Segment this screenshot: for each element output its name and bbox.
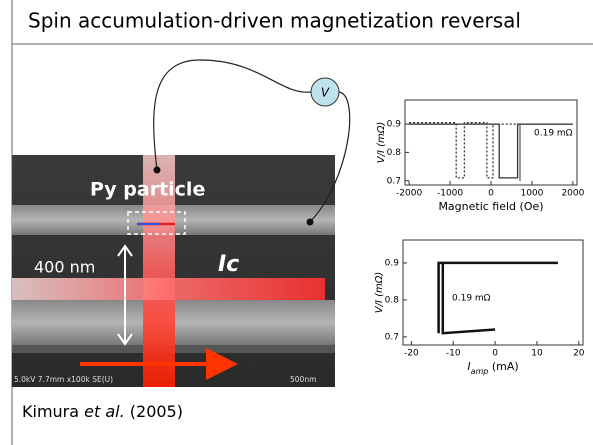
particle-label: Py particle [90,179,205,201]
caption-part: Kimura [22,402,84,421]
x-tick-label: -20 [404,349,419,359]
x-tick-label: -2000 [396,189,422,199]
plot: 0.7 0.8 0.9 -20 -10 0 10 20 Iamp (mA) V/I (mΩ) 0.1… [374,240,585,376]
y-tick-label: 0.8 [387,148,402,158]
x-tick-label: -10 [446,349,461,359]
slide-title: Spin accumulation-driven magnetization r… [28,9,521,33]
y-axis-label: V/I (mΩ) [376,122,387,164]
gap-label: 400 nm [34,258,95,277]
contact-dot [154,167,161,174]
caption-part: (2005) [125,402,183,421]
contact-dot [307,219,314,226]
x-tick-label: 2000 [561,189,584,199]
annotation: 0.19 mΩ [452,294,491,304]
x-axis-label-part: Magnetic field (Oe) [438,200,543,213]
x-tick-label: 10 [531,349,543,359]
x-tick-label: 1000 [520,189,543,199]
y-tick-label: 0.8 [385,295,400,305]
current-band [12,278,325,300]
x-axis-label: Iamp (mA) [467,360,518,376]
y-tick-label: 0.9 [387,120,402,130]
y-tick-label: 0.9 [385,258,400,268]
x-tick-label: -1000 [437,189,463,199]
slide: Spin accumulation-driven magnetization r… [0,0,593,445]
x-tick-label: 20 [573,349,585,359]
sem-scale: 500nm [290,375,316,384]
plot: 0.7 0.8 0.9 -2000 -1000 0 1000 2000 Magnetic fie… [376,100,585,213]
sem-info: 5.0kV 7.7mm x100k SE(U) [14,375,113,384]
caption: Kimura et al. (2005) [22,402,183,421]
x-axis-label-part: amp [471,367,489,376]
x-tick-label: 0 [492,349,498,359]
sem-image: Py particle 400 nm Ic 5.0kV 7.7mm x100k … [12,155,335,387]
x-axis-label: Magnetic field (Oe) [438,200,543,213]
y-tick-label: 0.7 [387,176,401,186]
voltmeter-label: V [321,86,330,100]
x-axis-label-part: (mA) [488,360,518,373]
caption-part: et al. [84,402,125,421]
current-label: Ic [218,252,239,277]
y-axis-label: V/I (mΩ) [374,272,385,314]
annotation: 0.19 mΩ [534,129,573,139]
y-tick-label: 0.7 [385,332,399,342]
plot-frame [405,100,577,185]
x-tick-label: 0 [488,189,494,199]
